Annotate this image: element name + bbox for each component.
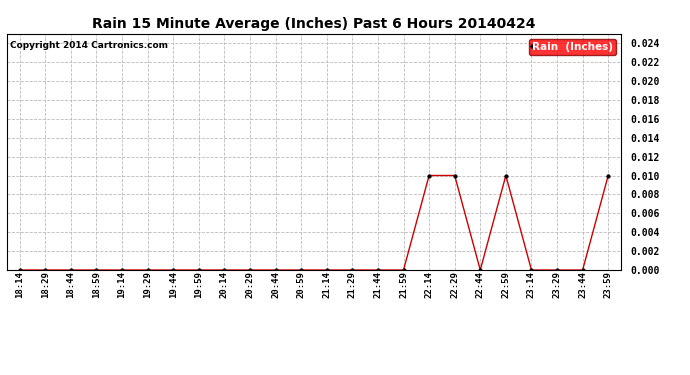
Rain  (Inches): [220, 268, 228, 272]
Rain  (Inches): [400, 268, 408, 272]
Rain  (Inches): [271, 268, 279, 272]
Rain  (Inches): [451, 173, 459, 178]
Rain  (Inches): [144, 268, 152, 272]
Rain  (Inches): [67, 268, 75, 272]
Line: Rain  (Inches): Rain (Inches): [18, 174, 610, 272]
Rain  (Inches): [425, 173, 433, 178]
Rain  (Inches): [118, 268, 126, 272]
Rain  (Inches): [374, 268, 382, 272]
Rain  (Inches): [297, 268, 305, 272]
Rain  (Inches): [476, 268, 484, 272]
Legend: Rain  (Inches): Rain (Inches): [529, 39, 615, 55]
Rain  (Inches): [92, 268, 101, 272]
Rain  (Inches): [348, 268, 357, 272]
Rain  (Inches): [246, 268, 254, 272]
Rain  (Inches): [527, 268, 535, 272]
Title: Rain 15 Minute Average (Inches) Past 6 Hours 20140424: Rain 15 Minute Average (Inches) Past 6 H…: [92, 17, 535, 31]
Rain  (Inches): [323, 268, 331, 272]
Rain  (Inches): [578, 268, 586, 272]
Text: Copyright 2014 Cartronics.com: Copyright 2014 Cartronics.com: [10, 41, 168, 50]
Rain  (Inches): [553, 268, 561, 272]
Rain  (Inches): [604, 173, 612, 178]
Rain  (Inches): [16, 268, 24, 272]
Rain  (Inches): [195, 268, 203, 272]
Rain  (Inches): [41, 268, 50, 272]
Rain  (Inches): [502, 173, 510, 178]
Rain  (Inches): [169, 268, 177, 272]
